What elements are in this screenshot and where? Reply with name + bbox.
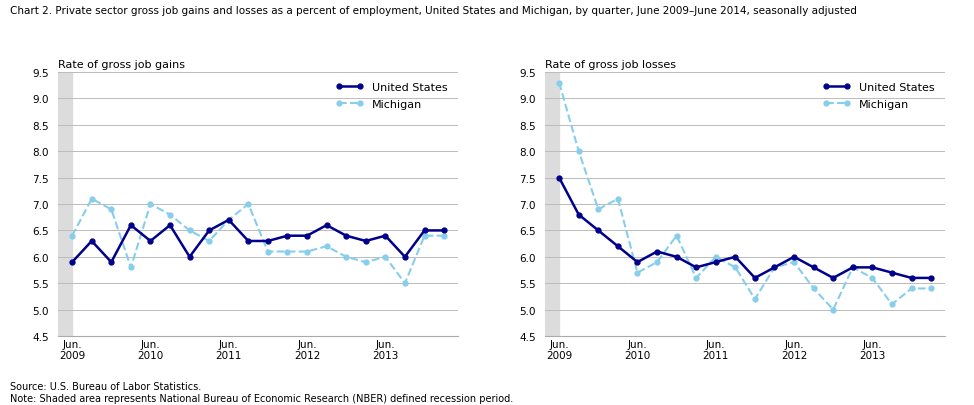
- Text: Rate of gross job gains: Rate of gross job gains: [58, 60, 185, 69]
- United States: [320, 223, 332, 228]
- United States: [243, 239, 254, 244]
- Line: Michigan: Michigan: [70, 197, 446, 286]
- United States: [223, 218, 235, 223]
- Michigan: [340, 255, 352, 260]
- Michigan: [749, 297, 761, 302]
- Michigan: [419, 234, 431, 239]
- Michigan: [652, 260, 663, 265]
- Michigan: [906, 286, 918, 291]
- United States: [204, 228, 215, 233]
- United States: [612, 244, 623, 249]
- Michigan: [827, 307, 839, 312]
- United States: [807, 265, 819, 270]
- Michigan: [730, 265, 741, 270]
- Michigan: [710, 255, 722, 260]
- United States: [573, 213, 584, 217]
- United States: [144, 239, 156, 244]
- Michigan: [612, 197, 623, 202]
- United States: [710, 260, 722, 265]
- Michigan: [165, 213, 176, 217]
- United States: [419, 228, 431, 233]
- United States: [380, 234, 392, 239]
- Michigan: [320, 244, 332, 249]
- Michigan: [553, 81, 565, 86]
- United States: [730, 255, 741, 260]
- United States: [360, 239, 372, 244]
- Michigan: [243, 202, 254, 207]
- United States: [438, 228, 450, 233]
- United States: [281, 234, 293, 239]
- United States: [749, 276, 761, 281]
- United States: [399, 255, 411, 260]
- United States: [827, 276, 839, 281]
- Text: Rate of gross job losses: Rate of gross job losses: [545, 60, 676, 69]
- Michigan: [807, 286, 819, 291]
- United States: [66, 260, 78, 265]
- Michigan: [360, 260, 372, 265]
- United States: [906, 276, 918, 281]
- United States: [788, 255, 800, 260]
- Michigan: [301, 249, 313, 254]
- United States: [886, 271, 898, 275]
- United States: [867, 265, 879, 270]
- United States: [631, 260, 643, 265]
- Michigan: [204, 239, 215, 244]
- United States: [652, 249, 663, 254]
- Michigan: [105, 207, 117, 212]
- Michigan: [399, 281, 411, 286]
- Michigan: [788, 260, 800, 265]
- Michigan: [144, 202, 156, 207]
- Legend: United States, Michigan: United States, Michigan: [331, 79, 452, 114]
- United States: [105, 260, 117, 265]
- Michigan: [223, 218, 235, 223]
- Michigan: [867, 276, 879, 281]
- Michigan: [184, 228, 196, 233]
- Michigan: [86, 197, 97, 202]
- Michigan: [438, 234, 450, 239]
- Michigan: [573, 149, 584, 154]
- United States: [592, 228, 604, 233]
- United States: [691, 265, 702, 270]
- United States: [671, 255, 683, 260]
- Text: Source: U.S. Bureau of Labor Statistics.
Note: Shaded area represents National B: Source: U.S. Bureau of Labor Statistics.…: [10, 382, 513, 403]
- United States: [165, 223, 176, 228]
- United States: [553, 176, 565, 181]
- Text: Chart 2. Private sector gross job gains and losses as a percent of employment, U: Chart 2. Private sector gross job gains …: [10, 6, 856, 16]
- Line: United States: United States: [70, 218, 446, 265]
- United States: [768, 265, 780, 270]
- Michigan: [262, 249, 274, 254]
- Michigan: [281, 249, 293, 254]
- United States: [301, 234, 313, 239]
- Michigan: [847, 265, 859, 270]
- Legend: United States, Michigan: United States, Michigan: [818, 79, 939, 114]
- United States: [925, 276, 937, 281]
- United States: [86, 239, 97, 244]
- Michigan: [592, 207, 604, 212]
- United States: [847, 265, 859, 270]
- United States: [184, 255, 196, 260]
- Bar: [58, 73, 72, 336]
- Michigan: [631, 271, 643, 275]
- Line: United States: United States: [557, 176, 933, 281]
- Bar: [545, 73, 559, 336]
- Michigan: [671, 234, 683, 239]
- Michigan: [925, 286, 937, 291]
- Line: Michigan: Michigan: [557, 81, 933, 312]
- Michigan: [886, 302, 898, 307]
- Michigan: [66, 234, 78, 239]
- Michigan: [691, 276, 702, 281]
- United States: [340, 234, 352, 239]
- United States: [125, 223, 136, 228]
- Michigan: [768, 265, 780, 270]
- United States: [262, 239, 274, 244]
- Michigan: [380, 255, 392, 260]
- Michigan: [125, 265, 136, 270]
